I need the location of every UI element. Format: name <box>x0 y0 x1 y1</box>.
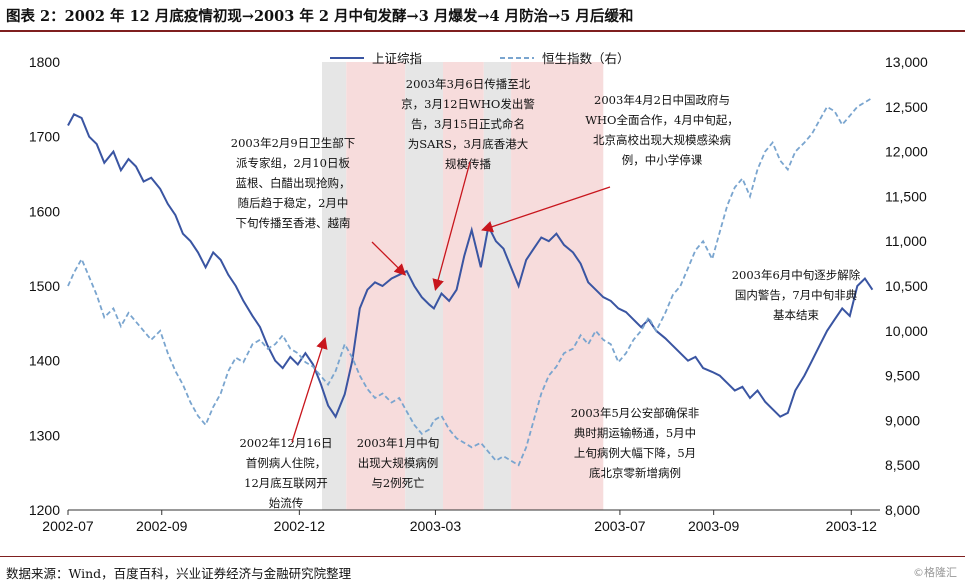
y-left-tick-label: 1400 <box>29 353 60 369</box>
y-left-tick-label: 1800 <box>29 54 60 70</box>
y-right-tick-label: 9,500 <box>885 368 920 384</box>
annotation-a4-line: 规模传播 <box>445 157 491 171</box>
x-tick-label: 2003-07 <box>594 518 646 534</box>
series-line-1 <box>67 112 874 419</box>
y-right-tick-label: 9,000 <box>885 412 920 428</box>
annotation-a1-line: 12月底互联网开 <box>244 476 328 490</box>
annotation-a3-line: 派专家组，2月10日板 <box>236 156 350 170</box>
y-right-tick-label: 8,500 <box>885 457 920 473</box>
shaded-period-4 <box>443 62 484 510</box>
annotation-a1-line: 首例病人住院， <box>246 456 327 470</box>
annotation-a4-line: 告，3月15日正式命名 <box>411 117 525 131</box>
chart-title: 图表 2：2002 年 12 月底疫情初现→2003 年 2 月中旬发酵→3 月… <box>6 8 634 25</box>
annotation-a6-line: 典时期运输畅通，5月中 <box>574 426 696 440</box>
annotation-a1-line: 始流传 <box>269 496 304 510</box>
y-right-tick-label: 8,000 <box>885 502 920 518</box>
annotation-a6-line: 上旬病例大幅下降，5月 <box>574 446 696 460</box>
shaded-period-5 <box>483 62 512 510</box>
shaded-periods <box>322 62 604 510</box>
annotation-a2-line: 2003年1月中旬 <box>357 436 440 450</box>
series-line-2 <box>67 97 873 467</box>
annotation-arrow-a5 <box>481 186 611 233</box>
annotation-a3-line: 随后趋于稳定，2月中 <box>238 196 349 210</box>
x-tick-label: 2002-09 <box>136 518 188 534</box>
y-left-tick-label: 1500 <box>29 278 60 294</box>
y-left-tick-label: 1200 <box>29 502 60 518</box>
annotation-a7-line: 国内警告，7月中旬非典 <box>735 288 858 302</box>
line-chart: 1200 1300 1400 1500 1600 1700 1800 8,000 8,500 9,… <box>29 51 928 534</box>
y-left-tick-label: 1300 <box>29 427 60 443</box>
shaded-period-6 <box>511 62 604 510</box>
y-right-tick-label: 10,500 <box>885 278 928 294</box>
y-left-tick-label: 1700 <box>29 129 60 145</box>
series-lines <box>67 97 874 467</box>
shaded-period-2 <box>346 62 406 510</box>
legend-label-2: 恒生指数（右） <box>542 51 630 66</box>
annotation-a4-line: 为SARS，3月底香港大 <box>408 137 529 151</box>
annotation-a4-line: 2003年3月6日传播至北 <box>406 77 531 91</box>
annotation-arrow-a4 <box>432 161 471 291</box>
annotation-a2-line: 出现大规模病例 <box>358 456 439 470</box>
annotation-a4-line: 京，3月12日WHO发出警 <box>401 97 535 111</box>
source-note: 数据来源：Wind，百度百科，兴业证券经济与金融研究院整理 <box>6 566 352 581</box>
annotation-a6-line: 2003年5月公安部确保非 <box>571 406 700 420</box>
x-tick-label: 2002-12 <box>274 518 326 534</box>
annotation-a5-line: 例，中小学停课 <box>622 153 703 167</box>
annotation-a2-line: 与2例死亡 <box>371 476 424 490</box>
annotation-a5-line: 北京高校出现大规模感染病 <box>593 133 731 147</box>
x-tick-label: 2003-09 <box>688 518 740 534</box>
source-bar: 数据来源：Wind，百度百科，兴业证券经济与金融研究院整理 ©格隆汇 <box>0 556 965 584</box>
annotation-a7-line: 2003年6月中旬逐步解除 <box>732 268 861 282</box>
x-tick-label: 2003-03 <box>410 518 462 534</box>
legend-label-1: 上证综指 <box>372 51 422 66</box>
x-tick-label: 2002-07 <box>42 518 94 534</box>
annotation-a7-line: 基本结束 <box>773 308 819 322</box>
annotation-a3-line: 下旬传播至香港、越南 <box>236 216 351 230</box>
y-right-tick-label: 10,000 <box>885 323 928 339</box>
shaded-period-1 <box>322 62 347 510</box>
y-left-tick-label: 1600 <box>29 203 60 219</box>
watermark: ©格隆汇 <box>913 566 957 579</box>
annotation-a5-line: WHO全面合作，4月中旬起， <box>585 113 739 127</box>
y-right-tick-label: 12,500 <box>885 99 928 115</box>
annotation-a6-line: 底北京零新增病例 <box>589 466 681 480</box>
annotation-arrow-a1 <box>291 337 328 443</box>
axes: 1200 1300 1400 1500 1600 1700 1800 8,000 8,500 9,… <box>29 54 928 534</box>
annotation-a1-line: 2002年12月16日 <box>239 436 332 450</box>
y-right-tick-label: 12,000 <box>885 144 928 160</box>
annotation-a3-line: 2003年2月9日卫生部下 <box>231 136 355 150</box>
annotation-a5-line: 2003年4月2日中国政府与 <box>594 93 730 107</box>
x-tick-label: 2003-12 <box>826 518 878 534</box>
title-bar: 图表 2：2002 年 12 月底疫情初现→2003 年 2 月中旬发酵→3 月… <box>0 0 965 32</box>
annotation-a3-line: 蓝根、白醋出现抢购， <box>236 176 351 190</box>
y-right-tick-label: 11,500 <box>885 188 927 204</box>
y-right-tick-label: 11,000 <box>885 233 927 249</box>
annotation-arrow-a3 <box>371 241 407 276</box>
y-right-tick-label: 13,000 <box>885 54 928 70</box>
legend: 上证综指 恒生指数（右） <box>330 51 630 66</box>
